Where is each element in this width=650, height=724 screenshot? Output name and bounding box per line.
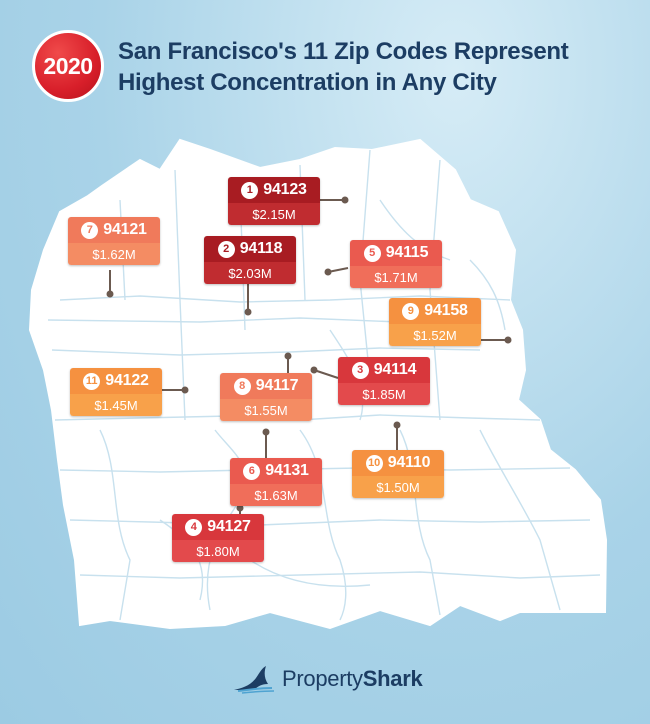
rank-badge: 5 [363,244,381,262]
zip-label-94118: 2 94118 $2.03M [204,236,296,284]
median-price: $1.62M [68,243,160,265]
rank-badge: 9 [402,302,420,320]
san-francisco-landmass [28,138,608,630]
rank-badge: 6 [243,462,261,480]
zip-code: 94123 [263,181,307,198]
page-title: San Francisco's 11 Zip Codes Represent H… [118,36,569,98]
zip-label-94121: 7 94121 $1.62M [68,217,160,265]
rank-badge: 11 [83,372,101,390]
median-price: $1.63M [230,484,322,506]
logo-text-shark: Shark [362,666,423,691]
median-price: $2.03M [204,262,296,284]
zip-label-94122: 11 94122 $1.45M [70,368,162,416]
median-price: $1.50M [352,476,444,498]
median-price: $1.52M [389,324,481,346]
zip-code: 94127 [207,518,251,535]
rank-badge: 8 [233,377,251,395]
zip-code: 94122 [105,372,149,389]
zip-code: 94158 [424,302,468,319]
zip-code: 94117 [255,377,299,394]
zip-label-94110: 10 94110 $1.50M [352,450,444,498]
zip-label-94114: 3 94114 $1.85M [338,357,430,405]
zip-label-94115: 5 94115 $1.71M [350,240,442,288]
zip-label-94123: 1 94123 $2.15M [228,177,320,225]
rank-badge: 10 [365,454,383,472]
title-line-1: San Francisco's 11 Zip Codes Represent [118,38,569,65]
shark-fin-icon [234,666,275,694]
median-price: $1.55M [220,399,312,421]
zip-code: 94110 [387,454,431,471]
rank-badge: 3 [351,361,369,379]
title-line-2: Highest Concentration in Any City [118,69,497,96]
zip-code: 94114 [373,361,417,378]
median-price: $1.45M [70,394,162,416]
rank-badge: 4 [185,518,203,536]
median-price: $2.15M [228,203,320,225]
zip-label-94158: 9 94158 $1.52M [389,298,481,346]
zip-code: 94121 [103,221,147,238]
median-price: $1.85M [338,383,430,405]
zip-code: 94115 [385,244,429,261]
propertyshark-logo: PropertyShark [232,664,423,694]
zip-label-94117: 8 94117 $1.55M [220,373,312,421]
rank-badge: 1 [241,181,259,199]
median-price: $1.71M [350,266,442,288]
year-badge: 2020 [32,30,104,102]
zip-label-94127: 4 94127 $1.80M [172,514,264,562]
zip-code: 94131 [265,462,309,479]
rank-badge: 7 [81,221,99,239]
logo-text: PropertyShark [282,666,423,692]
zip-code: 94118 [239,240,283,257]
rank-badge: 2 [217,240,235,258]
median-price: $1.80M [172,540,264,562]
leader-lines [106,196,512,520]
zip-label-94131: 6 94131 $1.63M [230,458,322,506]
logo-text-property: Property [282,666,363,691]
